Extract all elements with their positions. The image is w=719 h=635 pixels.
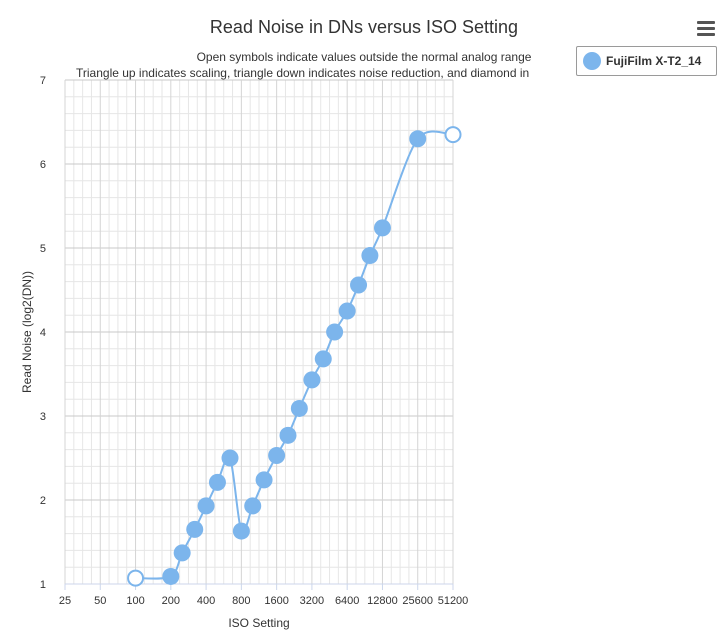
x-tick-label: 12800 xyxy=(367,595,398,607)
data-point xyxy=(303,371,321,389)
x-tick-label: 25 xyxy=(59,595,71,607)
grid xyxy=(64,79,454,585)
series-line xyxy=(135,130,454,580)
data-point xyxy=(162,567,180,585)
data-point xyxy=(232,522,250,540)
y-tick-label: 2 xyxy=(40,495,46,507)
data-point xyxy=(290,399,308,417)
data-point xyxy=(208,473,226,491)
y-axis-title: Read Noise (log2(DN)) xyxy=(20,271,34,393)
hamburger-menu-icon[interactable] xyxy=(697,21,715,37)
data-point xyxy=(350,276,368,294)
series-layer xyxy=(127,126,462,587)
x-tick-label: 400 xyxy=(197,595,215,607)
data-point xyxy=(409,130,427,148)
data-point xyxy=(361,247,379,265)
x-axis-title: ISO Setting xyxy=(228,616,289,630)
x-tick-label: 6400 xyxy=(335,595,359,607)
legend-marker-icon xyxy=(583,52,601,70)
chart-subtitle-line-2: Triangle up indicates scaling, triangle … xyxy=(76,66,529,80)
data-point xyxy=(279,426,297,444)
legend-label[interactable]: FujiFilm X-T2_14 xyxy=(606,54,702,68)
data-point-open xyxy=(127,569,145,587)
y-tick-label: 3 xyxy=(40,411,46,423)
data-point xyxy=(186,520,204,538)
data-point xyxy=(197,497,215,515)
y-tick-label: 6 xyxy=(40,159,46,171)
data-point xyxy=(326,323,344,341)
x-tick-label: 100 xyxy=(126,595,144,607)
y-tick-label: 7 xyxy=(40,75,46,87)
x-tick-label: 3200 xyxy=(300,595,324,607)
x-tick-label: 25600 xyxy=(402,595,433,607)
data-point xyxy=(221,449,239,467)
x-tick-label: 51200 xyxy=(438,595,469,607)
data-point xyxy=(373,219,391,237)
x-tick-label: 200 xyxy=(162,595,180,607)
data-point xyxy=(173,544,191,562)
x-tick-label: 800 xyxy=(232,595,250,607)
y-tick-label: 5 xyxy=(40,243,46,255)
y-tick-label: 4 xyxy=(40,327,46,339)
x-tick-label: 50 xyxy=(94,595,106,607)
data-point xyxy=(244,497,262,515)
data-point xyxy=(255,471,273,489)
data-point xyxy=(314,350,332,368)
data-point xyxy=(338,302,356,320)
x-tick-label: 1600 xyxy=(264,595,288,607)
y-tick-label: 1 xyxy=(40,579,46,591)
axes: 1 2 3 4 5 6 7 25 50 100 200 400 800 1600 3200 6400 12800… xyxy=(40,75,468,607)
chart-title: Read Noise in DNs versus ISO Setting xyxy=(210,17,518,37)
data-point-open xyxy=(444,126,462,144)
legend[interactable]: FujiFilm X-T2_14 xyxy=(576,46,717,76)
chart-subtitle-line-1: Open symbols indicate values outside the… xyxy=(197,50,532,64)
data-point xyxy=(268,446,286,464)
